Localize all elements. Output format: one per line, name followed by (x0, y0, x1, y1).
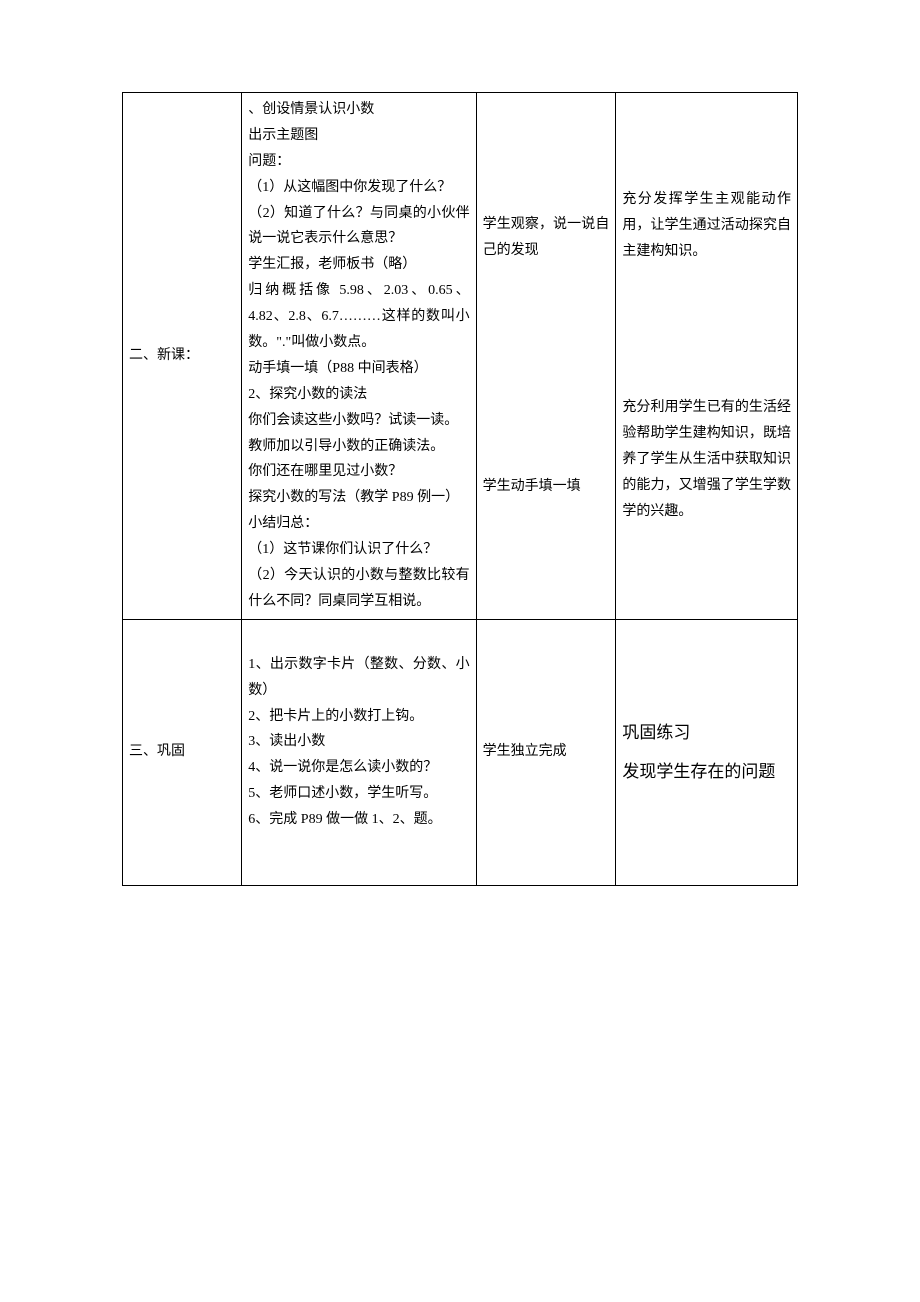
design-intent-text: 充分发挥学生主观能动作用，让学生通过活动探究自主建构知识。 (622, 187, 791, 265)
teacher-activity-item: 4、说一说你是怎么读小数的？ (248, 755, 469, 781)
student-activity-text: 学生独立完成 (483, 744, 567, 759)
spacer (248, 833, 469, 881)
table-row: 三、巩固 1、出示数字卡片（整数、分数、小数） 2、把卡片上的小数打上钩。 3、… (123, 619, 798, 885)
teacher-activity-cell: 1、出示数字卡片（整数、分数、小数） 2、把卡片上的小数打上钩。 3、读出小数 … (242, 619, 476, 885)
teacher-activity-text: 、创设情景认识小数 出示主题图 问题： （1）从这幅图中你发现了什么？ （2）知… (248, 102, 469, 609)
section-label-cell: 三、巩固 (123, 619, 242, 885)
student-activity-text: 学生动手填一填 (483, 474, 610, 500)
section-label: 二、新课： (129, 348, 199, 363)
teacher-activity-item: 1、出示数字卡片（整数、分数、小数） (248, 652, 469, 704)
student-activity-cell: 学生观察，说一说自己的发现 学生动手填一填 (476, 93, 616, 620)
design-intent-large-text: 发现学生存在的问题 (622, 752, 791, 791)
section-label-cell: 二、新课： (123, 93, 242, 620)
table-row: 二、新课： 、创设情景认识小数 出示主题图 问题： （1）从这幅图中你发现了什么… (123, 93, 798, 620)
student-activity-text: 学生观察，说一说自己的发现 (483, 217, 610, 258)
student-activity-cell: 学生独立完成 (476, 619, 616, 885)
section-label: 三、巩固 (129, 744, 185, 759)
teacher-activity-item: 2、把卡片上的小数打上钩。 (248, 704, 469, 730)
design-intent-large-text: 巩固练习 (622, 713, 791, 752)
design-intent-cell: 充分发挥学生主观能动作用，让学生通过活动探究自主建构知识。 充分利用学生已有的生… (616, 93, 798, 620)
teacher-activity-item: 5、老师口述小数，学生听写。 (248, 781, 469, 807)
design-intent-cell: 巩固练习 发现学生存在的问题 (616, 619, 798, 885)
teacher-activity-cell: 、创设情景认识小数 出示主题图 问题： （1）从这幅图中你发现了什么？ （2）知… (242, 93, 476, 620)
spacer (248, 624, 469, 652)
teacher-activity-item: 6、完成 P89 做一做 1、2、题。 (248, 807, 469, 833)
teacher-activity-item: 3、读出小数 (248, 729, 469, 755)
lesson-plan-table: 二、新课： 、创设情景认识小数 出示主题图 问题： （1）从这幅图中你发现了什么… (122, 92, 798, 886)
design-intent-text: 充分利用学生已有的生活经验帮助学生建构知识，既培养了学生从生活中获取知识的能力，… (622, 395, 791, 524)
